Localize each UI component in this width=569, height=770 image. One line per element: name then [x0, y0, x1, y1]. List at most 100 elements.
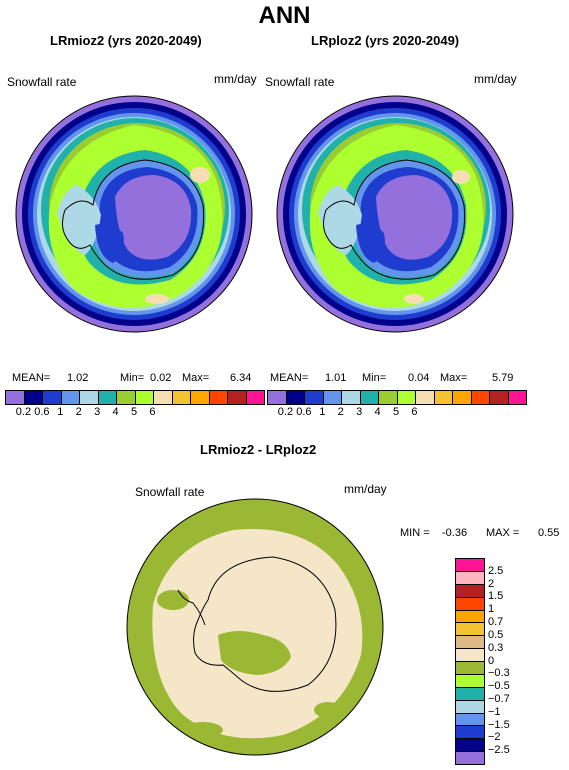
colorbar-swatch [323, 391, 342, 404]
diff-max-value: 0.55 [538, 527, 560, 539]
diff-stats: MIN = -0.36 MAX = 0.55 [390, 527, 569, 541]
right-stats: MEAN= 1.01 Min= 0.04 Max= 5.79 [262, 372, 532, 386]
colorbar-swatch [490, 391, 509, 404]
colorbar-tick-label: −0.3 [488, 667, 510, 680]
colorbar-swatch [456, 571, 484, 585]
colorbar-swatch [456, 584, 484, 598]
colorbar-tick-label: −1.5 [488, 718, 510, 731]
right-units-label: mm/day [474, 72, 517, 86]
colorbar-swatch [209, 391, 228, 404]
colorbar-swatch [456, 623, 484, 637]
colorbar-tick-label: 3 [94, 406, 101, 418]
colorbar-swatch [379, 391, 398, 404]
colorbar-tick-label: 2 [337, 406, 344, 418]
right-snowfall-map [276, 95, 514, 333]
colorbar-tick-label: 0.3 [488, 641, 504, 654]
left-colorbar-ticks: 0.2 0.6 1 2 3 4 5 6 [5, 406, 263, 420]
colorbar-swatch [154, 391, 173, 404]
colorbar-tick-label: 4 [374, 406, 381, 418]
colorbar-tick-label: 3 [356, 406, 363, 418]
diff-units-label: mm/day [344, 482, 387, 496]
colorbar-tick-label: 0.2 [277, 406, 294, 418]
colorbar-swatch [98, 391, 117, 404]
diff-max-label: MAX = [486, 527, 520, 539]
colorbar-swatch [397, 391, 416, 404]
colorbar-swatch [80, 391, 99, 404]
colorbar-tick-label: 0.6 [34, 406, 50, 418]
colorbar-tick-label: 0.7 [488, 616, 504, 629]
colorbar-tick-label: 0.5 [488, 628, 504, 641]
right-mean-label: MEAN= [270, 372, 309, 384]
diff-min-value: -0.36 [442, 527, 468, 539]
colorbar-swatch [24, 391, 43, 404]
colorbar-swatch [456, 700, 484, 714]
colorbar-swatch [456, 649, 484, 662]
colorbar-swatch [456, 726, 484, 740]
left-stats: MEAN= 1.02 Min= 0.02 Max= 6.34 [0, 372, 270, 386]
left-variable-label: Snowfall rate [7, 75, 77, 89]
colorbar-tick-label: −0.7 [488, 692, 510, 705]
colorbar-swatch [456, 687, 484, 701]
colorbar-tick-label: 1 [319, 406, 326, 418]
colorbar-tick-label: 2.5 [488, 564, 504, 577]
colorbar-swatch [416, 391, 435, 404]
colorbar-tick-label: 0.6 [296, 406, 312, 418]
colorbar-swatch [268, 391, 287, 404]
colorbar-tick-label: −1 [488, 705, 501, 718]
colorbar-swatch [456, 610, 484, 624]
colorbar-swatch [456, 559, 484, 572]
right-variable-label: Snowfall rate [265, 75, 335, 89]
right-max-label: Max= [440, 372, 468, 384]
colorbar-swatch [456, 674, 484, 688]
colorbar-swatch [434, 391, 453, 404]
colorbar-swatch [6, 391, 25, 404]
colorbar-swatch [456, 636, 484, 650]
colorbar-tick-label: 4 [112, 406, 119, 418]
left-units-label: mm/day [214, 72, 257, 86]
left-mean-value: 1.02 [67, 372, 89, 384]
colorbar-tick-label: 6 [411, 406, 418, 418]
colorbar-swatch [117, 391, 136, 404]
colorbar-tick-label: −0.5 [488, 680, 510, 693]
left-max-label: Max= [182, 372, 210, 384]
left-max-value: 6.34 [230, 372, 252, 384]
right-max-value: 5.79 [492, 372, 514, 384]
colorbar-swatch [453, 391, 472, 404]
colorbar-tick-label: 5 [392, 406, 400, 418]
colorbar-tick-label: 1.5 [488, 590, 504, 603]
diff-panel-title: LRmioz2 - LRploz2 [200, 442, 317, 457]
diff-colorbar [455, 558, 485, 765]
diff-colorbar-ticks: 2.5 2 1.5 1 0.7 0.5 0.3 0 −0.3 −0.5 −0.7 −1 −1.5 −2 −2… [488, 558, 548, 763]
colorbar-swatch [246, 391, 264, 404]
right-min-label: Min= [362, 372, 387, 384]
diff-min-label: MIN = [400, 527, 430, 539]
colorbar-tick-label: 6 [149, 406, 156, 418]
figure-title: ANN [258, 2, 311, 29]
colorbar-swatch [172, 391, 191, 404]
colorbar-tick-label: 0.2 [15, 406, 32, 418]
colorbar-tick-label: 0 [488, 654, 495, 667]
right-panel-title: LRploz2 (yrs 2020-2049) [311, 33, 460, 48]
colorbar-tick-label: 1 [57, 406, 64, 418]
colorbar-swatch [228, 391, 247, 404]
colorbar-swatch [342, 391, 361, 404]
right-colorbar-ticks: 0.2 0.6 1 2 3 4 5 6 [267, 406, 525, 420]
colorbar-swatch [471, 391, 490, 404]
left-mean-label: MEAN= [12, 372, 51, 384]
colorbar-swatch [43, 391, 62, 404]
colorbar-swatch [286, 391, 305, 404]
colorbar-tick-label: −2.5 [488, 744, 510, 757]
colorbar-swatch [456, 752, 484, 764]
colorbar-tick-label: 5 [130, 406, 138, 418]
colorbar-swatch [305, 391, 324, 404]
colorbar-swatch [191, 391, 210, 404]
diff-snowfall-map [126, 498, 384, 756]
right-mean-value: 1.01 [325, 372, 347, 384]
colorbar-tick-label: 2 [75, 406, 82, 418]
colorbar-tick-label: 1 [488, 603, 495, 616]
left-min-value: 0.02 [150, 372, 172, 384]
colorbar-swatch [135, 391, 154, 404]
right-colorbar [267, 390, 527, 405]
left-colorbar [5, 390, 265, 405]
colorbar-tick-label: −2 [488, 731, 501, 744]
